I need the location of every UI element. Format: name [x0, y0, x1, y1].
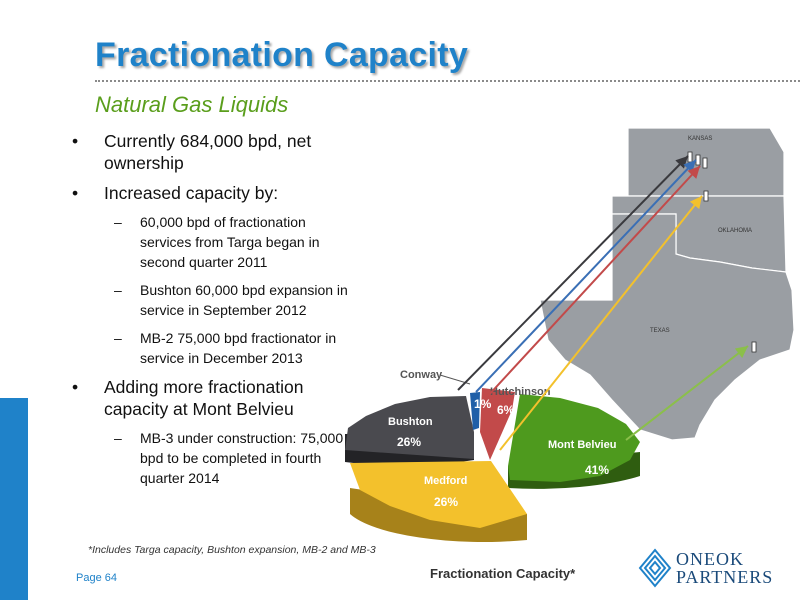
pie-value-montbelvieu: 41% [585, 463, 609, 477]
pie-slice-medford [350, 461, 527, 528]
pie-slice-bushton [345, 396, 474, 459]
footnote: *Includes Targa capacity, Bushton expans… [88, 544, 376, 556]
pie-chart: Bushton 26% Medford 26% Mont Belvieu 41%… [345, 369, 640, 542]
arrow-bushton [457, 155, 689, 391]
logo-line-2: PARTNERS [676, 567, 774, 587]
facility-marker [687, 151, 693, 163]
logo-line-1: ONEOK [676, 549, 744, 569]
bullet-text: Increased capacity by: [104, 183, 279, 203]
pie-label-montbelvieu: Mont Belvieu [548, 439, 616, 451]
slide-title: Fractionation Capacity [95, 36, 469, 74]
facility-marker [702, 157, 708, 169]
sub-bullet-item: –60,000 bpd of fractionation services fr… [114, 214, 320, 270]
sub-bullet-item: – MB-2 75,000 bpd fractionator in service… [114, 330, 337, 366]
chart-title: Fractionation Capacity* [430, 566, 576, 581]
title-divider [95, 80, 800, 82]
bullet-item: • Increased capacity by: [72, 183, 279, 203]
state-map: KANSAS OKLAHOMA TEXAS [539, 127, 795, 441]
sub-bullet-text: MB-3 under construction: 75,000 bpd to b… [140, 430, 344, 486]
slide-subtitle: Natural Gas Liquids [95, 92, 289, 117]
facility-marker [695, 154, 701, 166]
pie-value-conway: 1% [474, 397, 492, 411]
bullet-item: • Adding more fractionation capacity at M… [72, 377, 304, 419]
pie-value-medford: 26% [434, 495, 458, 509]
sub-bullet-item: – Bushton 60,000 bpd expansion in service… [114, 282, 348, 318]
bullet-text: Adding more fractionation capacity at Mo… [104, 377, 304, 419]
map-label-oklahoma: OKLAHOMA [718, 228, 752, 234]
map-state-texas [539, 213, 795, 441]
sub-bullet-text: MB-2 75,000 bpd fractionator in service … [140, 330, 337, 366]
pie-label-bushton: Bushton [388, 416, 433, 428]
oneok-logo-icon [638, 548, 672, 588]
left-accent-bar [0, 398, 28, 600]
pie-label-hutchinson: Hutchinson [490, 386, 551, 398]
location-arrows [457, 155, 749, 451]
arrow-montbelvieu [625, 345, 749, 441]
map-label-texas: TEXAS [650, 328, 670, 334]
sub-bullet-item: – MB-3 under construction: 75,000 bpd to … [114, 430, 344, 486]
company-logo: ONEOK PARTNERS [638, 548, 788, 588]
map-label-kansas: KANSAS [688, 136, 712, 142]
facility-marker [703, 190, 709, 202]
page-number: Page 64 [76, 572, 117, 584]
bullet-item: • Currently 684,000 bpd, net ownership [72, 131, 312, 173]
pie-slice-hutchinson [480, 388, 515, 460]
facility-marker [751, 341, 757, 353]
arrow-hutchinson [485, 165, 701, 399]
pie-slice-montbelvieu [508, 394, 640, 482]
logo-wordmark: ONEOK PARTNERS [676, 550, 773, 586]
pie-value-bushton: 26% [397, 435, 421, 449]
arrow-conway [475, 159, 697, 393]
pie-label-medford: Medford [424, 475, 467, 487]
pie-slice-conway [470, 392, 480, 430]
sub-bullet-text: Bushton 60,000 bpd expansion in service … [140, 282, 348, 318]
pie-value-hutchinson: 6% [497, 403, 515, 417]
bullet-text: Currently 684,000 bpd, net ownership [104, 131, 312, 173]
sub-bullet-text: 60,000 bpd of fractionation services fro… [140, 214, 320, 270]
pie-label-conway: Conway [400, 369, 443, 381]
bullet-list: • Currently 684,000 bpd, net ownership • I… [70, 130, 355, 496]
arrow-medford [499, 195, 703, 451]
